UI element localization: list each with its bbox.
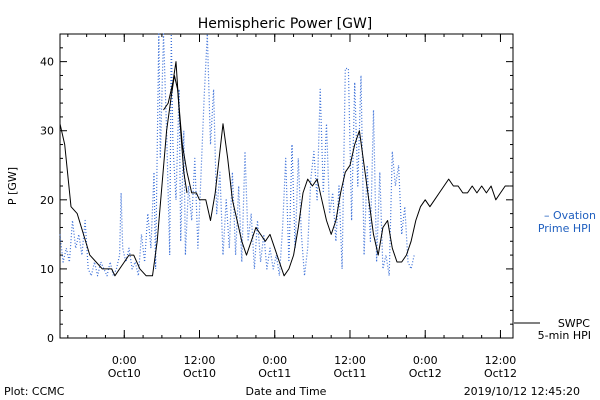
legend-ovation: – Ovation Prime HPI: [538, 209, 596, 235]
x-tick-label-date: Oct10: [108, 367, 141, 380]
x-tick-label-date: Oct12: [409, 367, 442, 380]
footer-timestamp: 2019/10/12 12:45:20: [464, 385, 580, 398]
x-tick-label-date: Oct10: [183, 367, 216, 380]
series-layer: [59, 33, 510, 277]
x-tick-label-time: 12:00: [334, 354, 366, 367]
chart-title: Hemispheric Power [GW]: [198, 16, 373, 32]
x-tick-label-date: Oct11: [258, 367, 291, 380]
x-tick-label-time: 0:00: [262, 354, 287, 367]
y-axis-label: P [GW]: [6, 167, 19, 205]
x-tick-label-date: Oct11: [333, 367, 366, 380]
x-axis: 0:00Oct1012:00Oct100:00Oct1112:00Oct110:…: [67, 34, 517, 380]
y-tick-label: 20: [40, 194, 54, 207]
legend-ovation-line1: – Ovation: [544, 209, 596, 222]
x-tick-label-date: Oct12: [484, 367, 517, 380]
y-tick-label: 0: [47, 332, 54, 345]
x-tick-label-time: 0:00: [413, 354, 438, 367]
x-tick-label-time: 0:00: [112, 354, 137, 367]
x-tick-label-time: 12:00: [184, 354, 216, 367]
series-line-2: [59, 33, 415, 277]
legend-swpc: SWPC 5-min HPI: [514, 317, 591, 342]
x-axis-label: Date and Time: [246, 385, 327, 398]
footer-plot-source: Plot: CCMC: [4, 385, 65, 398]
legend-swpc-line1: SWPC: [558, 317, 590, 330]
series-line-1: [163, 61, 188, 193]
legend-ovation-line2: Prime HPI: [538, 222, 591, 235]
x-tick-label-time: 12:00: [485, 354, 517, 367]
y-tick-label: 10: [40, 263, 54, 276]
series-line-0: [59, 75, 510, 277]
y-tick-label: 30: [40, 125, 54, 138]
y-tick-label: 40: [40, 56, 54, 69]
legend-swpc-line2: 5-min HPI: [538, 329, 591, 342]
